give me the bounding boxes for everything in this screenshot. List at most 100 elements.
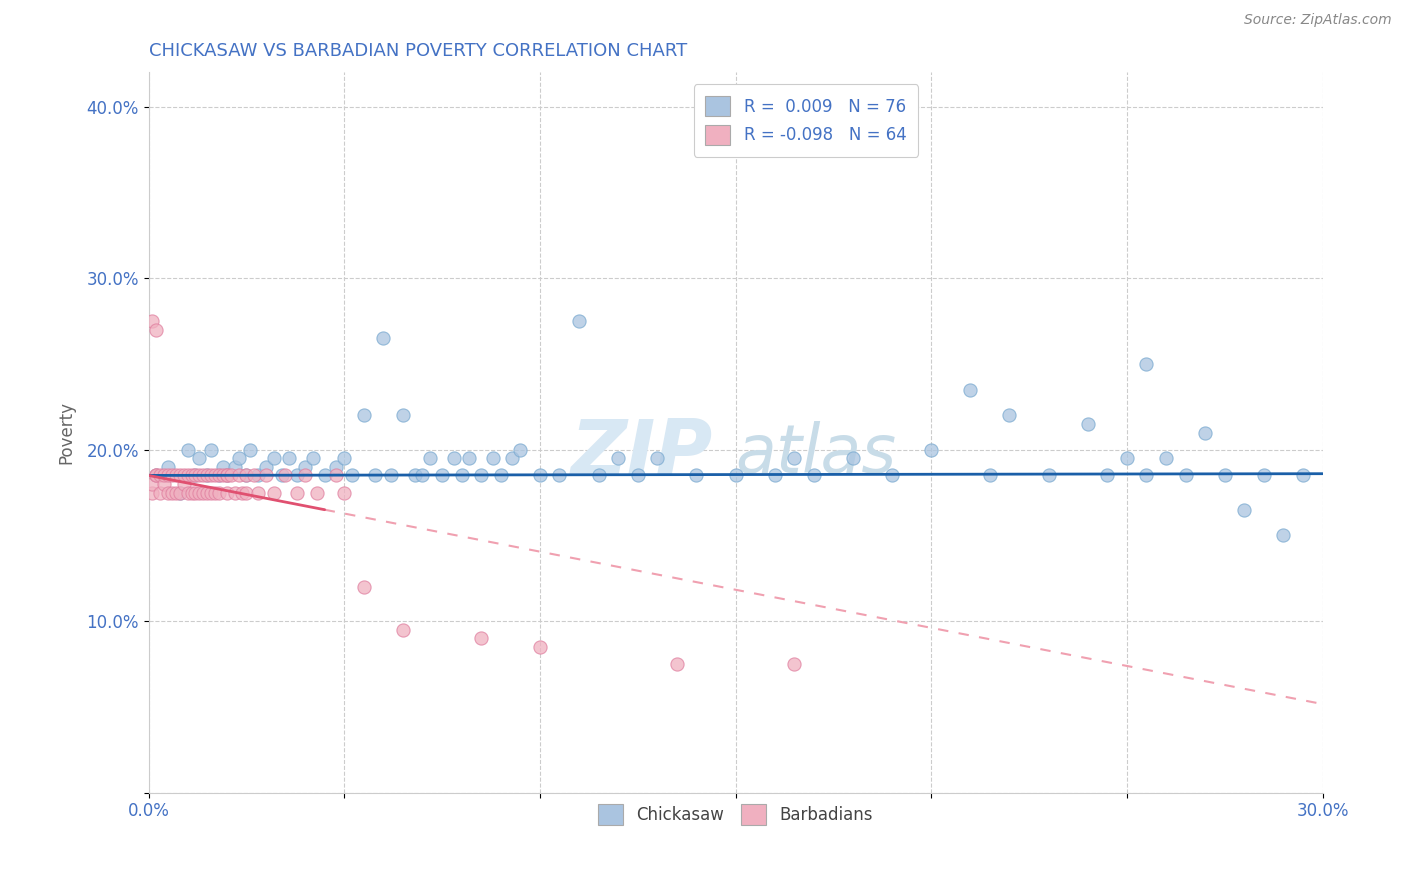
Point <box>458 451 481 466</box>
Point <box>195 468 218 483</box>
Point <box>188 468 211 483</box>
Point <box>200 485 222 500</box>
Point <box>160 468 183 483</box>
Point <box>470 468 492 483</box>
Point <box>215 468 238 483</box>
Point <box>235 468 257 483</box>
Point <box>254 459 277 474</box>
Point <box>959 383 981 397</box>
Point <box>212 459 235 474</box>
Text: ZIP: ZIP <box>569 417 711 492</box>
Text: CHICKASAW VS BARBADIAN POVERTY CORRELATION CHART: CHICKASAW VS BARBADIAN POVERTY CORRELATI… <box>149 42 686 60</box>
Point <box>176 442 198 457</box>
Point <box>364 468 387 483</box>
Point <box>173 477 195 491</box>
Point <box>294 459 316 474</box>
Point <box>204 468 226 483</box>
Point <box>247 485 270 500</box>
Point <box>430 468 453 483</box>
Point <box>145 323 167 337</box>
Point <box>340 468 363 483</box>
Point <box>184 485 207 500</box>
Point <box>184 468 207 483</box>
Point <box>443 451 465 466</box>
Point <box>149 485 172 500</box>
Point <box>1038 468 1060 483</box>
Point <box>509 442 531 457</box>
Point <box>215 468 238 483</box>
Point <box>263 485 285 500</box>
Point <box>188 451 211 466</box>
Point <box>145 468 167 483</box>
Point <box>231 485 253 500</box>
Point <box>998 409 1021 423</box>
Point <box>482 451 505 466</box>
Point <box>278 451 301 466</box>
Point <box>195 485 218 500</box>
Point <box>450 468 472 483</box>
Y-axis label: Poverty: Poverty <box>58 401 75 464</box>
Point <box>215 468 238 483</box>
Point <box>419 451 441 466</box>
Point <box>842 451 865 466</box>
Point <box>880 468 903 483</box>
Point <box>380 468 402 483</box>
Point <box>1253 468 1275 483</box>
Point <box>263 451 285 466</box>
Point <box>188 485 211 500</box>
Point <box>305 485 328 500</box>
Point <box>239 442 262 457</box>
Point <box>627 468 650 483</box>
Point <box>235 468 257 483</box>
Point <box>235 485 257 500</box>
Point <box>243 468 266 483</box>
Point <box>165 485 187 500</box>
Point <box>979 468 1001 483</box>
Point <box>1115 451 1137 466</box>
Point <box>195 468 218 483</box>
Text: atlas: atlas <box>735 421 897 487</box>
Point <box>803 468 825 483</box>
Point <box>149 468 172 483</box>
Point <box>224 485 246 500</box>
Point <box>247 468 270 483</box>
Point <box>153 468 176 483</box>
Point <box>176 468 198 483</box>
Point <box>1272 528 1295 542</box>
Point <box>165 468 187 483</box>
Point <box>270 468 292 483</box>
Point <box>501 451 523 466</box>
Point <box>645 451 668 466</box>
Point <box>404 468 426 483</box>
Point <box>145 468 167 483</box>
Point <box>285 468 308 483</box>
Point <box>411 468 433 483</box>
Point <box>529 640 551 654</box>
Point <box>568 314 591 328</box>
Point <box>215 485 238 500</box>
Point <box>173 468 195 483</box>
Point <box>1135 468 1157 483</box>
Point <box>208 468 231 483</box>
Point <box>294 468 316 483</box>
Point <box>212 468 235 483</box>
Point <box>333 485 356 500</box>
Point <box>1213 468 1236 483</box>
Point <box>920 442 942 457</box>
Point <box>157 468 180 483</box>
Point <box>145 468 167 483</box>
Point <box>208 485 231 500</box>
Point <box>1292 468 1315 483</box>
Point <box>228 451 250 466</box>
Point <box>180 468 202 483</box>
Point <box>392 623 415 637</box>
Text: Source: ZipAtlas.com: Source: ZipAtlas.com <box>1244 13 1392 28</box>
Point <box>685 468 707 483</box>
Point <box>763 468 786 483</box>
Point <box>254 468 277 483</box>
Point <box>153 477 176 491</box>
Point <box>157 485 180 500</box>
Point <box>208 468 231 483</box>
Point <box>373 331 395 345</box>
Point <box>224 459 246 474</box>
